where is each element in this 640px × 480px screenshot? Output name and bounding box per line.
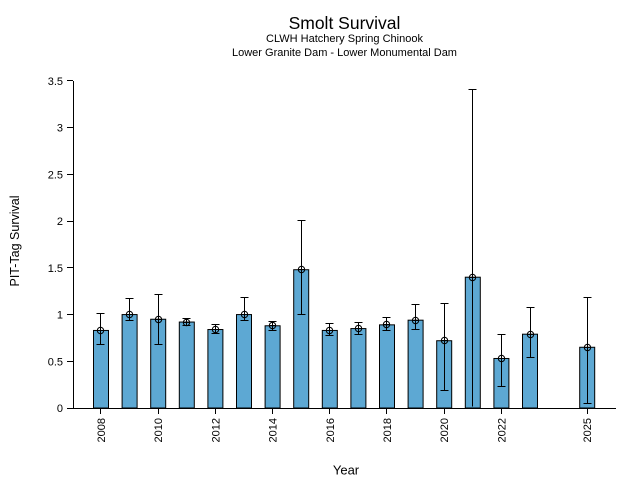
svg-text:3: 3 <box>57 123 63 135</box>
svg-text:3.5: 3.5 <box>48 76 63 88</box>
svg-text:2012: 2012 <box>210 418 222 442</box>
svg-text:2010: 2010 <box>153 418 165 442</box>
svg-text:2008: 2008 <box>96 418 108 442</box>
svg-text:1: 1 <box>57 310 63 322</box>
svg-text:0: 0 <box>57 403 63 415</box>
svg-text:2.5: 2.5 <box>48 169 63 181</box>
svg-text:2016: 2016 <box>325 418 337 442</box>
svg-text:2020: 2020 <box>439 418 451 442</box>
svg-text:2018: 2018 <box>382 418 394 442</box>
svg-text:2: 2 <box>57 216 63 228</box>
svg-text:2025: 2025 <box>582 418 594 442</box>
svg-text:2022: 2022 <box>496 418 508 442</box>
svg-text:2014: 2014 <box>268 418 280 442</box>
svg-text:1.5: 1.5 <box>48 263 63 275</box>
svg-text:0.5: 0.5 <box>48 356 63 368</box>
